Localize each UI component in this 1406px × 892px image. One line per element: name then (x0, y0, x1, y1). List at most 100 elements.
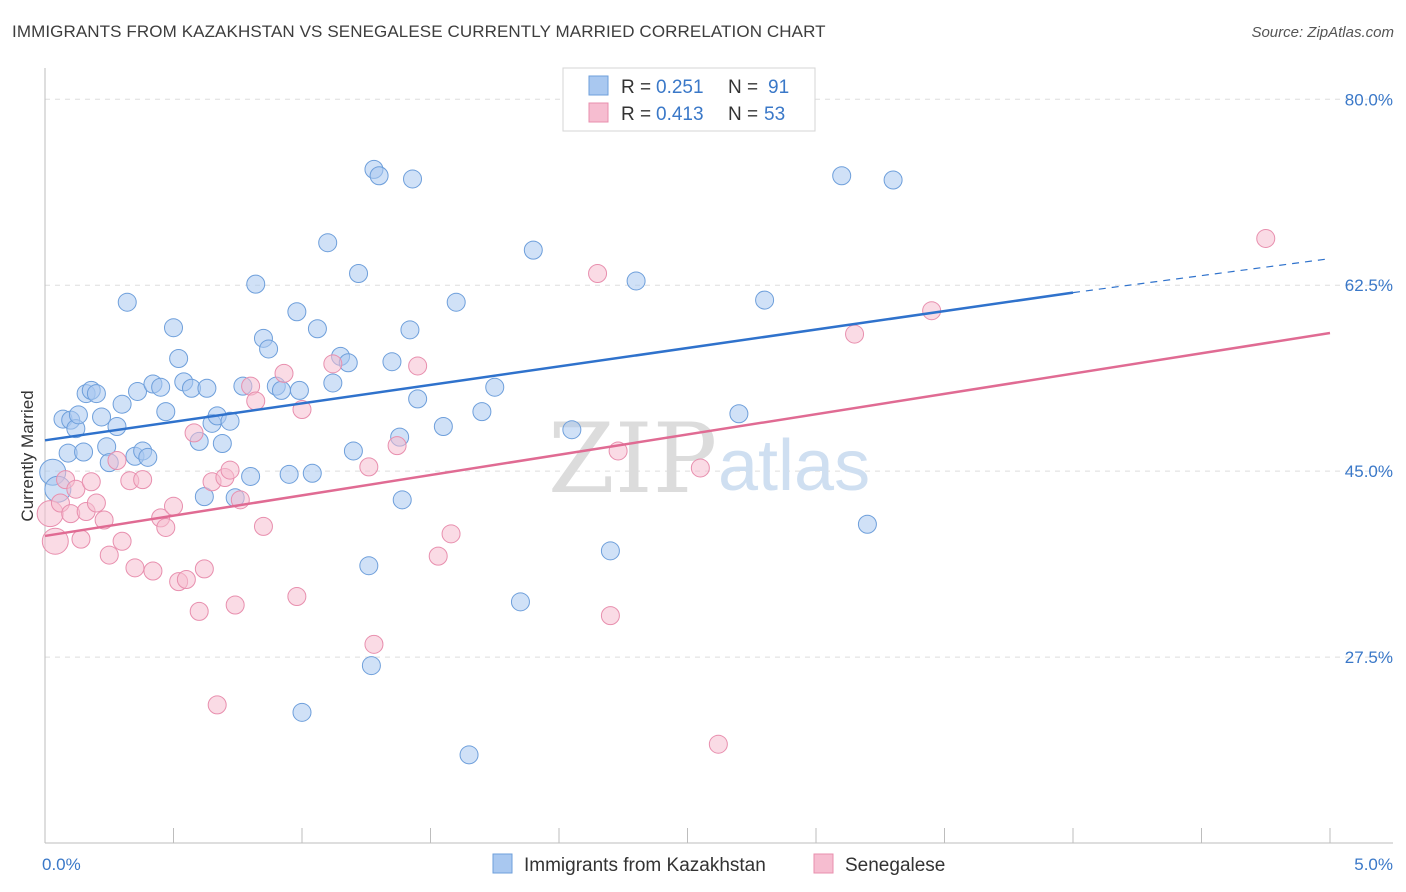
kazakhstan-point (472, 402, 492, 422)
kazakhstan-point (485, 377, 505, 397)
senegalese-point (66, 479, 86, 499)
legend-n-value-kazakhstan: 91 (768, 77, 789, 98)
kazakhstan-point (246, 274, 266, 294)
chart-title: IMMIGRANTS FROM KAZAKHSTAN VS SENEGALESE… (12, 22, 826, 41)
legend-bottom: Immigrants from Kazakhstan Senegalese (492, 853, 945, 876)
senegalese-point (207, 695, 227, 715)
watermark-zip: ZIP (548, 403, 717, 515)
kazakhstan-point (117, 292, 137, 312)
legend-bottom-swatch-kazakhstan (492, 853, 513, 874)
kazakhstan-point (523, 240, 543, 260)
legend-r-label-kazakhstan: R = (621, 77, 651, 98)
kazakhstan-point (271, 380, 291, 400)
chart-source: Source: ZipAtlas.com (1251, 24, 1394, 41)
y-tick-label: 62.5% (1345, 276, 1393, 295)
kazakhstan-point (197, 378, 217, 398)
legend-swatch-kazakhstan (588, 75, 609, 96)
axis-layer: 27.5% 45.0% 62.5% 80.0% 0.0% 5.0% (42, 68, 1393, 874)
kazakhstan-point (392, 490, 412, 510)
legend-r-value-kazakhstan: 0.251 (656, 77, 704, 98)
senegalese-point (184, 423, 204, 443)
kazakhstan-point (403, 169, 423, 189)
kazakhstan-point (74, 442, 94, 462)
legend-r-value-senegalese: 0.413 (656, 104, 704, 125)
senegalese-point (387, 436, 407, 456)
kazakhstan-point (562, 420, 582, 440)
senegalese-point (71, 529, 91, 549)
senegalese-point (220, 460, 240, 480)
senegalese-point (125, 558, 145, 578)
y-tick-label: 45.0% (1345, 462, 1393, 481)
senegalese-point (274, 363, 294, 383)
watermark: ZIP atlas (548, 403, 870, 515)
points-layer (36, 159, 1276, 765)
senegalese-point (86, 493, 106, 513)
kazakhstan-point (289, 380, 309, 400)
senegalese-point (81, 472, 101, 492)
kazakhstan-point (626, 271, 646, 291)
y-tick-label: 80.0% (1345, 90, 1393, 109)
grid-layer (45, 98, 1392, 658)
kazakhstan-point (68, 405, 88, 425)
legend-bottom-swatch-senegalese (813, 853, 834, 874)
senegalese-point (1256, 228, 1276, 248)
senegalese-point (246, 391, 266, 411)
kazakhstan-point (369, 166, 389, 186)
legend-n-label-kazakhstan: N = (728, 77, 758, 98)
kazakhstan-point (883, 170, 903, 190)
kazakhstan-point (279, 464, 299, 484)
kazakhstan-trend-line (44, 291, 1074, 442)
kazakhstan-point (400, 320, 420, 340)
legend-bottom-label-senegalese: Senegalese (845, 855, 945, 876)
legend-top: R = 0.251 N = 91 R = 0.413 N = 53 (562, 67, 816, 132)
kazakhstan-point (220, 411, 240, 431)
kazakhstan-point (107, 417, 127, 436)
kazakhstan-point (86, 384, 106, 404)
kazakhstan-point (138, 447, 158, 467)
senegalese-point (225, 595, 245, 615)
senegalese-point (845, 324, 865, 344)
senegalese-point (156, 517, 176, 537)
senegalese-point (359, 457, 379, 477)
senegalese-point (323, 354, 343, 374)
senegalese-point (588, 264, 608, 283)
senegalese-point (194, 559, 214, 579)
kazakhstan-point (164, 318, 183, 338)
kazakhstan-point (194, 487, 214, 507)
senegalese-point (690, 458, 710, 478)
y-tick-label: 27.5% (1345, 648, 1393, 667)
legend-n-value-senegalese: 53 (764, 104, 785, 125)
legend-r-label-senegalese: R = (621, 104, 651, 125)
kazakhstan-point (292, 702, 312, 722)
senegalese-point (600, 606, 620, 626)
kazakhstan-point (433, 417, 453, 436)
kazakhstan-point (382, 352, 402, 372)
kazakhstan-point (729, 404, 749, 424)
senegalese-point (99, 545, 119, 565)
kazakhstan-point (156, 402, 176, 422)
kazakhstan-point (349, 264, 369, 283)
senegalese-point (253, 516, 273, 536)
kazakhstan-point (287, 302, 307, 322)
senegalese-point (112, 531, 132, 551)
kazakhstan-point (212, 434, 232, 453)
senegalese-point (164, 496, 183, 516)
kazakhstan-point (343, 441, 363, 461)
trend-layer (44, 258, 1331, 538)
kazakhstan-point (112, 394, 132, 414)
kazakhstan-point (408, 389, 428, 409)
senegalese-point (922, 301, 942, 321)
senegalese-point (708, 734, 728, 754)
legend-swatch-senegalese (588, 102, 609, 123)
kazakhstan-point (359, 556, 379, 576)
senegalese-point (94, 510, 114, 530)
kazakhstan-point (318, 233, 338, 253)
kazakhstan-point (92, 407, 112, 427)
senegalese-point (408, 356, 428, 376)
kazakhstan-point (151, 377, 171, 397)
kazakhstan-point (600, 541, 620, 561)
kazakhstan-point (459, 745, 479, 765)
kazakhstan-point (307, 319, 327, 339)
senegalese-point (428, 546, 448, 566)
senegalese-trend-line (44, 331, 1331, 538)
